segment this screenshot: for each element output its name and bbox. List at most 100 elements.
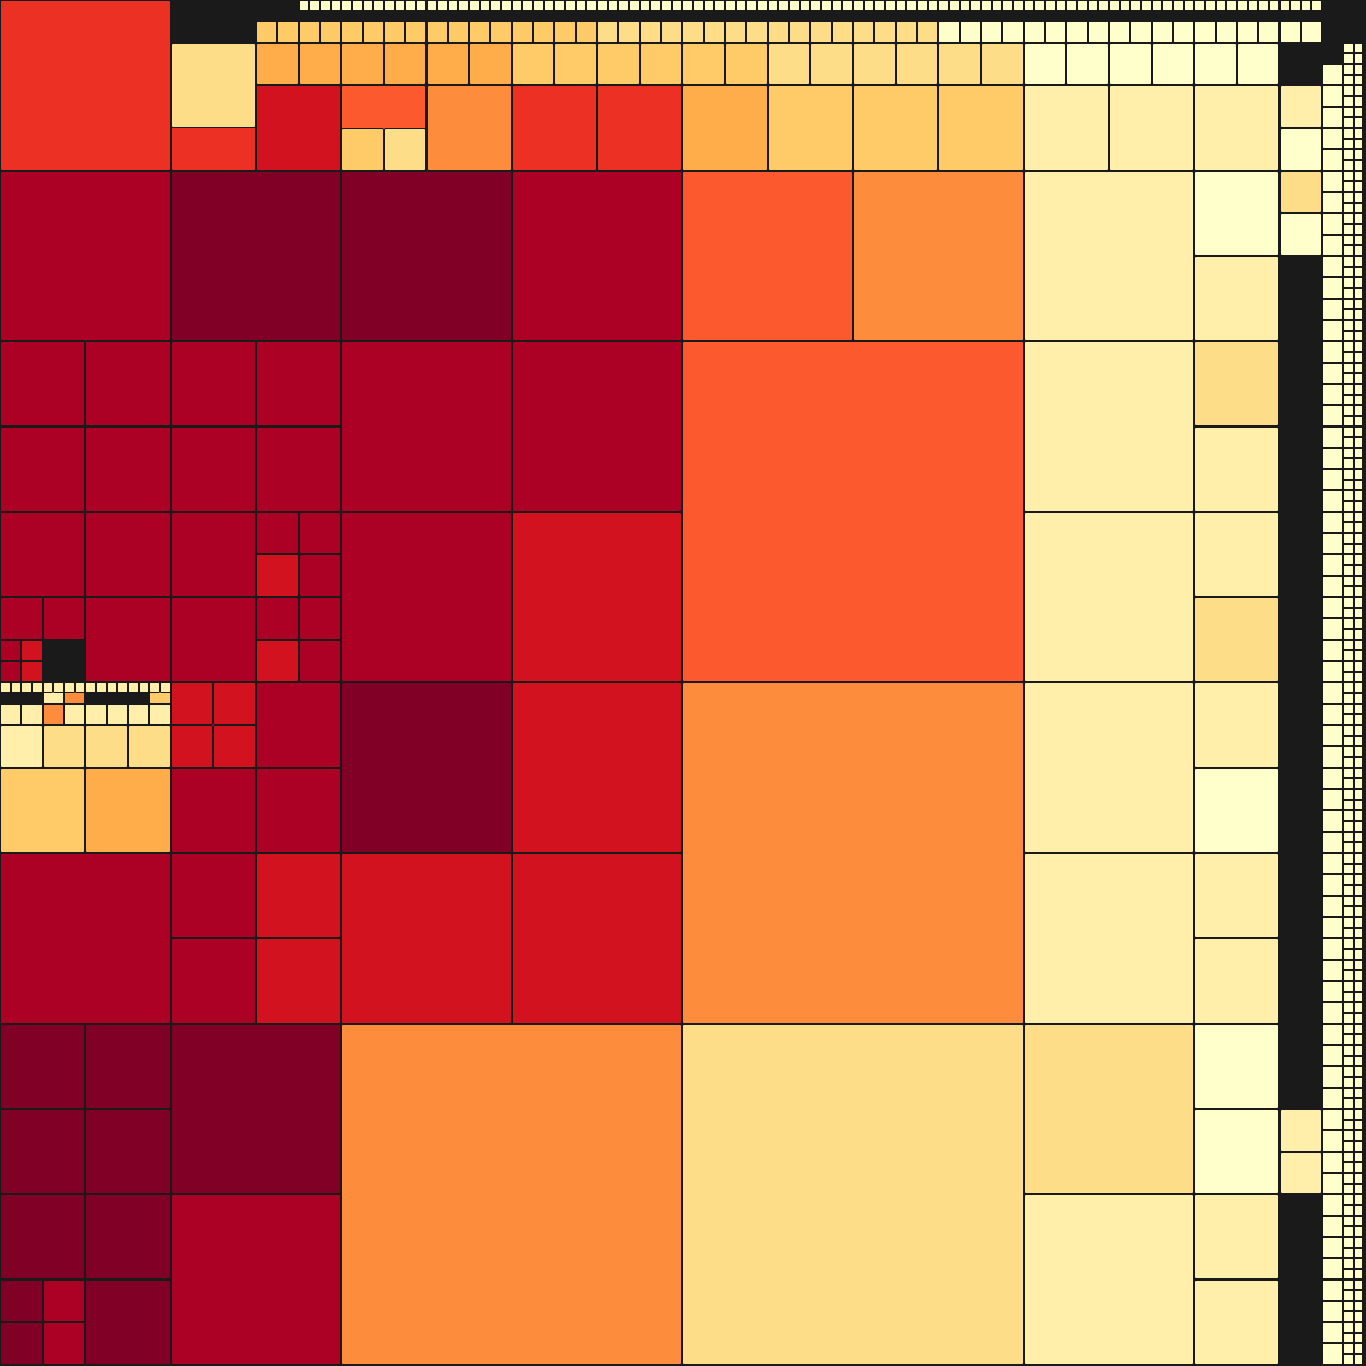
grid-tile xyxy=(597,21,619,43)
grid-tile xyxy=(21,639,43,662)
grid-tile xyxy=(703,0,715,11)
grid-tile xyxy=(1343,735,1355,747)
grid-tile xyxy=(810,0,821,11)
grid-tile xyxy=(767,42,811,86)
grid-tile xyxy=(597,0,608,11)
grid-tile xyxy=(895,42,939,86)
grid-tile xyxy=(1343,213,1355,224)
grid-tile xyxy=(0,511,86,598)
grid-tile xyxy=(1322,575,1344,598)
grid-tile xyxy=(1343,522,1355,534)
grid-tile xyxy=(85,1023,171,1109)
grid-tile xyxy=(1343,661,1355,672)
grid-tile xyxy=(1194,1194,1280,1280)
grid-tile xyxy=(0,341,86,427)
grid-tile xyxy=(511,853,683,1024)
grid-tile xyxy=(1343,1236,1355,1248)
grid-tile xyxy=(1023,1194,1195,1365)
grid-tile xyxy=(426,0,438,11)
grid-tile xyxy=(1343,948,1355,960)
grid-tile xyxy=(1204,0,1216,11)
grid-tile xyxy=(106,703,128,726)
grid-tile xyxy=(1343,1023,1355,1035)
grid-tile xyxy=(1322,1215,1344,1237)
grid-tile xyxy=(1194,42,1237,86)
grid-tile xyxy=(1322,916,1344,939)
grid-tile xyxy=(1194,938,1280,1024)
grid-tile xyxy=(341,853,512,1024)
grid-tile xyxy=(0,639,22,662)
grid-tile xyxy=(554,0,566,11)
grid-tile xyxy=(1343,629,1355,640)
grid-tile xyxy=(906,0,917,11)
grid-tile xyxy=(1343,191,1355,203)
grid-tile xyxy=(1322,1044,1344,1067)
grid-tile xyxy=(1322,106,1344,128)
grid-tile xyxy=(1322,405,1344,427)
grid-tile xyxy=(42,1322,86,1365)
grid-tile xyxy=(597,42,640,86)
grid-tile xyxy=(1322,490,1344,512)
grid-tile xyxy=(1322,341,1344,363)
grid-tile xyxy=(1258,0,1269,11)
grid-tile xyxy=(1343,906,1355,917)
grid-tile xyxy=(1300,0,1312,11)
grid-tile xyxy=(959,21,981,43)
grid-tile xyxy=(1140,0,1152,11)
grid-tile xyxy=(1322,1194,1344,1216)
grid-tile xyxy=(1279,1108,1323,1152)
grid-tile xyxy=(1343,725,1355,736)
grid-tile xyxy=(1343,479,1355,491)
grid-tile xyxy=(298,639,342,683)
grid-tile xyxy=(1343,117,1355,128)
grid-tile xyxy=(725,0,736,11)
grid-tile xyxy=(874,0,885,11)
grid-tile xyxy=(0,661,22,683)
grid-tile xyxy=(1322,1258,1344,1280)
grid-tile xyxy=(383,21,406,43)
grid-tile xyxy=(586,0,598,11)
grid-tile xyxy=(1087,0,1099,11)
grid-tile xyxy=(469,0,480,11)
grid-tile xyxy=(1343,138,1355,150)
grid-tile xyxy=(1343,1119,1355,1131)
grid-tile xyxy=(1194,1023,1280,1109)
grid-tile xyxy=(1023,170,1195,342)
grid-tile xyxy=(1279,127,1323,171)
grid-tile xyxy=(1066,0,1077,11)
grid-tile xyxy=(0,1194,86,1280)
grid-tile xyxy=(842,0,853,11)
grid-tile xyxy=(607,0,619,11)
grid-tile xyxy=(1343,490,1355,502)
grid-tile xyxy=(1108,85,1195,171)
grid-tile xyxy=(1343,458,1355,470)
grid-tile xyxy=(1343,1215,1355,1227)
grid-tile xyxy=(639,42,683,86)
grid-tile xyxy=(1343,607,1355,619)
grid-tile xyxy=(1343,1140,1355,1152)
grid-tile xyxy=(1343,351,1355,363)
grid-tile xyxy=(341,0,352,11)
grid-tile xyxy=(1151,0,1163,11)
grid-tile xyxy=(639,21,662,43)
grid-tile xyxy=(1343,554,1355,566)
grid-tile xyxy=(426,21,448,43)
grid-tile xyxy=(533,21,555,43)
grid-tile xyxy=(1108,21,1131,43)
grid-tile xyxy=(373,0,384,11)
grid-tile xyxy=(554,21,576,43)
grid-tile xyxy=(405,21,427,43)
grid-tile xyxy=(0,682,11,694)
grid-tile xyxy=(255,639,299,683)
grid-tile xyxy=(1343,703,1355,715)
grid-tile xyxy=(1343,597,1355,608)
grid-tile xyxy=(341,1023,683,1365)
grid-tile xyxy=(682,170,853,342)
grid-tile xyxy=(1322,1002,1344,1024)
grid-tile xyxy=(255,597,299,640)
grid-tile xyxy=(1343,362,1355,374)
grid-tile xyxy=(298,0,310,11)
grid-tile xyxy=(959,0,971,11)
grid-tile xyxy=(1322,191,1344,214)
grid-tile xyxy=(1343,1172,1355,1184)
